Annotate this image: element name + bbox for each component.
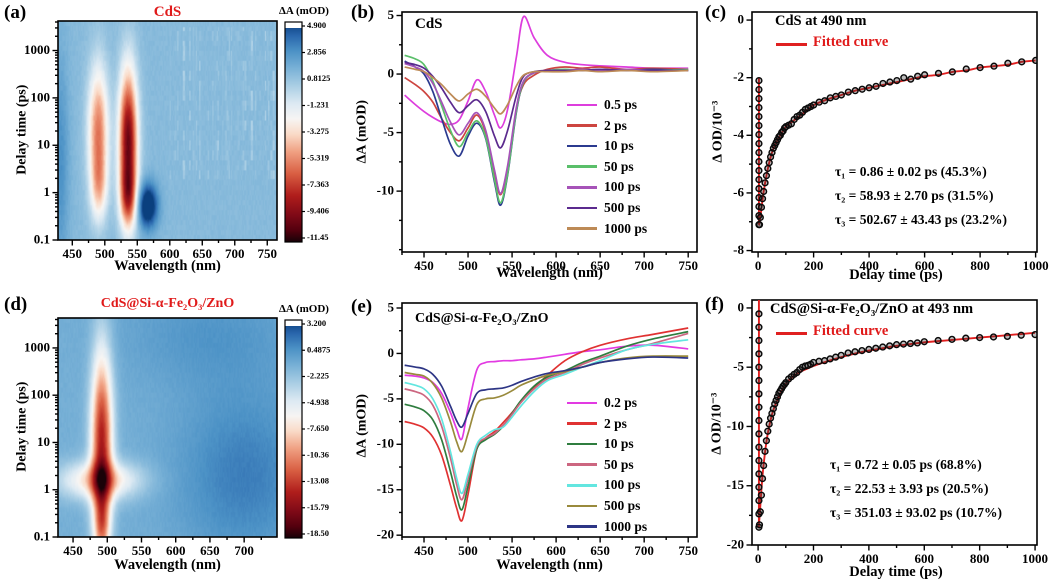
legend-item: 50 ps [567,457,647,473]
fit-label-c: Fitted curve [813,34,889,50]
legend-item: 100 ps [567,477,647,493]
fit-line-swatch-f [776,332,807,335]
panel-letter-e: (e) [351,296,373,317]
sample-label-c: CdS at 490 nm [775,13,867,29]
legend-label: 50 ps [604,158,634,174]
kinetics-canvas-c [700,0,1062,290]
tau1-annotation-c: τ₁ = 0.86 ± 0.02 ps (45.3%) [835,164,987,179]
line-chart-canvas-b [345,0,700,290]
legend-line-swatch [567,186,597,189]
tau2-annotation-f: τ₂ = 22.53 ± 3.93 ps (20.5%) [830,481,989,496]
xlabel-c: Delay time (ps) [849,267,943,283]
legend-line-swatch [567,165,597,169]
panel-letter-b: (b) [351,2,375,23]
legend-item: 500 ps [567,200,647,216]
legend-item: 100 ps [567,179,647,195]
legend-label: 10 ps [604,436,634,452]
xlabel-e: Wavelength (nm) [496,557,603,573]
heatmap-canvas-d [0,290,345,587]
legend-line-swatch [567,206,597,210]
xlabel-a: Wavelength (nm) [114,258,221,274]
xlabel-d: Wavelength (nm) [114,557,221,573]
panel-title-a: CdS [153,4,182,20]
ylabel-f: Δ OD/10⁻³ [709,392,725,455]
colorbar-title-a: ΔA (mOD) [279,5,329,17]
panel-a: (a) CdS ΔA (mOD) Wavelength (nm) Delay t… [0,0,345,290]
legend-item: 500 ps [567,498,647,514]
legend-label: 1000 ps [604,518,648,534]
panel-letter-a: (a) [4,2,27,23]
legend-line-swatch [567,124,597,127]
legend-label: 10 ps [604,138,634,154]
ylabel-b: ΔA (mOD) [354,99,370,164]
legend-label: 1000 ps [604,220,648,236]
legend-label: 500 ps [604,497,641,513]
legend-item: 1000 ps [567,519,647,535]
legend-line-swatch [567,442,597,446]
legend-label: 100 ps [604,179,641,195]
legend-line-swatch [567,401,597,405]
tau3-annotation-c: τ₃ = 502.67 ± 43.43 ps (23.2%) [835,212,1007,227]
legend-label: 0.5 ps [604,97,638,112]
legend-line-swatch [567,484,597,487]
ylabel-e: ΔA (mOD) [354,393,370,458]
line-chart-canvas-e [345,290,700,587]
legend-line-swatch [567,525,597,528]
legend-line-swatch [567,144,597,148]
panel-b: (b) CdS 0.5 ps 2 ps 10 ps 50 ps 100 ps 500 ps… [345,0,700,290]
legend-label: 100 ps [604,477,641,493]
legend-line-swatch [567,103,597,107]
heatmap-canvas-a [0,0,345,290]
ylabel-c: Δ OD/10⁻³ [710,100,726,163]
legend-label: 2 ps [604,117,627,133]
tau2-annotation-c: τ₂ = 58.93 ± 2.70 ps (31.5%) [835,188,994,203]
legend-item: 50 ps [567,159,647,175]
colorbar-title-d: ΔA (mOD) [279,303,329,315]
panel-letter-f: (f) [705,294,724,315]
panel-c: (c) CdS at 490 nm Fitted curve τ₁ = 0.86… [700,0,1062,290]
ylabel-a: Delay time (ps) [14,84,30,175]
legend-item: 0.5 ps [567,97,647,113]
legend-item: 10 ps [567,138,647,154]
panel-letter-c: (c) [705,2,727,23]
tau1-annotation-f: τ₁ = 0.72 ± 0.05 ps (68.8%) [830,457,982,472]
sample-label-f: CdS@Si-α-Fe₂O₃/ZnO at 493 nm [770,301,974,317]
legend-item: 0.2 ps [567,395,647,411]
legend-line-swatch [567,422,597,425]
legend-item: 2 ps [567,416,647,432]
legend-label: 50 ps [604,456,634,472]
inner-label-b: CdS [415,16,443,32]
fit-label-f: Fitted curve [813,323,889,339]
fit-line-swatch-c [776,43,807,46]
panel-f: (f) CdS@Si-α-Fe₂O₃/ZnO at 493 nm Fitted … [700,290,1062,587]
legend-item: 1000 ps [567,221,647,237]
inner-label-e: CdS@Si-α-Fe₂O₃/ZnO [415,311,549,326]
tau3-annotation-f: τ₃ = 351.03 ± 93.02 ps (10.7%) [830,505,1002,520]
legend-line-swatch [567,227,597,230]
legend-label: 2 ps [604,415,627,431]
legend-label: 0.2 ps [604,395,638,410]
legend-line-swatch [567,504,597,508]
panel-d: (d) CdS@Si-α-Fe₂O₃/ZnO ΔA (mOD) Waveleng… [0,290,345,587]
xlabel-f: Delay time (ps) [849,564,943,580]
ylabel-d: Delay time (ps) [14,381,30,472]
panel-letter-d: (d) [4,294,28,315]
legend-item: 10 ps [567,436,647,452]
panel-e: (e) CdS@Si-α-Fe₂O₃/ZnO 0.2 ps 2 ps 10 ps 50… [345,290,700,587]
legend-e: 0.2 ps 2 ps 10 ps 50 ps 100 ps 500 ps 1000 ps [567,395,647,535]
xlabel-b: Wavelength (nm) [496,265,603,281]
panel-title-d: CdS@Si-α-Fe₂O₃/ZnO [100,296,235,311]
legend-item: 2 ps [567,118,647,134]
legend-b: 0.5 ps 2 ps 10 ps 50 ps 100 ps 500 ps 1000 ps [567,97,647,237]
legend-line-swatch [567,463,597,467]
kinetics-canvas-f [700,290,1062,587]
legend-label: 500 ps [604,199,641,215]
